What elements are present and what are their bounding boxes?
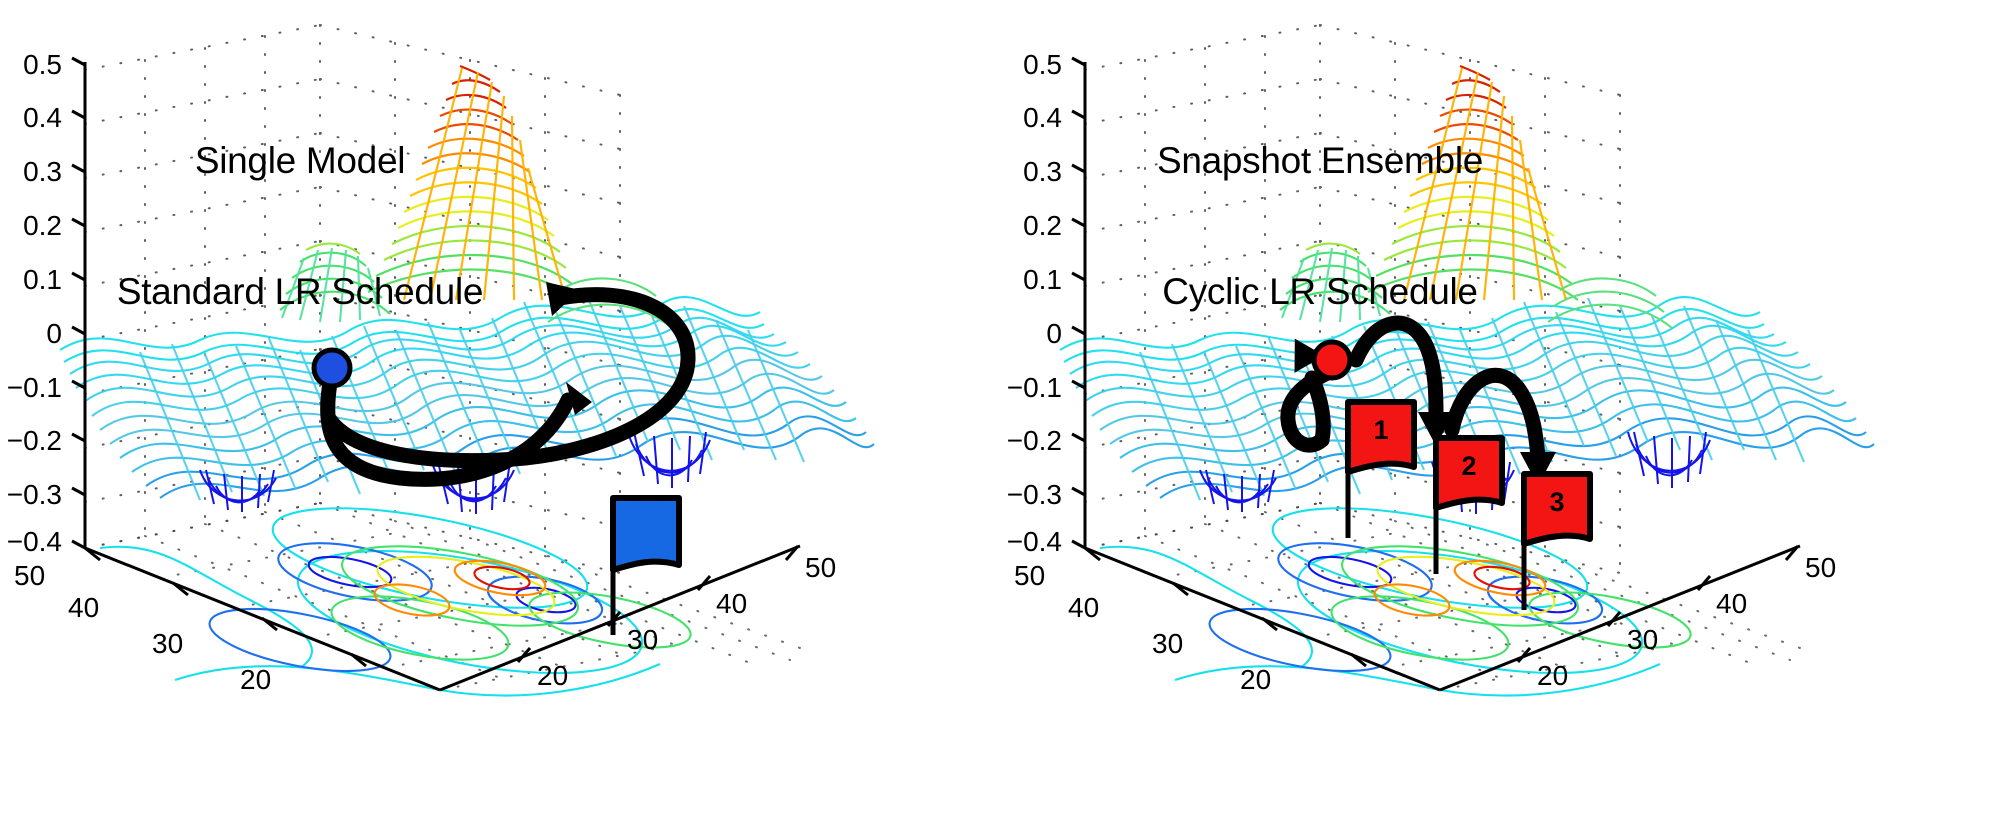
cyclic-arrow-3 [1444,367,1546,464]
grid-plane-floor-r [1084,502,1801,691]
xtick-right-3: 50 [805,552,837,583]
cyclic-arrow-2-head [1418,412,1454,446]
panel-right-title-line1: Snapshot Ensemble [1156,140,1484,182]
ztick-r-1: 0.4 [1023,102,1062,133]
flag-marker-blue [610,495,682,635]
surface-hump-right-r [1547,277,1673,329]
cyclic-arrow-3-head [1520,452,1556,486]
x-axis-right-r [1439,544,1801,692]
cyclic-arrow-2 [1348,315,1444,424]
flag-cloth [610,495,682,573]
start-point-marker-r [1311,339,1353,381]
xtick-left-2: 30 [152,628,184,659]
cyclic-arrow-1-tail [1304,370,1331,448]
ztick-r-6: −0.1 [1006,372,1062,403]
grid-plane-floor [84,502,801,691]
panel-right-title: Snapshot Ensemble Cyclic LR Schedule [1070,52,1570,401]
ztick-r-4: 0.1 [1023,264,1062,295]
left-plot-svg [59,24,875,697]
flag-cloth-3 [1521,471,1593,547]
ztick-r-3: 0.2 [1023,210,1062,241]
flag-cloth-1 [1345,399,1417,475]
ztick-1: 0.4 [23,102,62,133]
flag-marker-2 [1433,435,1505,574]
surface-peak-central [367,64,579,301]
ztick-0: 0.5 [23,49,62,80]
xtick-r-left-1: 40 [1068,592,1100,623]
xtick-r-right-2: 40 [1716,588,1748,619]
start-point-marker [311,347,353,389]
ztick-5: 0 [46,318,62,349]
xtick-left-0: 50 [14,560,46,591]
xtick-r-right-3: 50 [1805,552,1837,583]
flag-marker-3 [1521,471,1593,610]
flag-label-2: 2 [1461,451,1477,481]
x-axis-right [439,544,801,692]
panel-left-title: Single Model Standard LR Schedule [70,52,530,401]
xtick-r-right-0: 20 [1537,660,1569,691]
right-plot-svg [1059,24,1875,697]
ztick-r-7: −0.2 [1006,425,1062,456]
xtick-r-right-1: 30 [1627,624,1659,655]
flag-label-1: 1 [1373,415,1389,445]
panel-snapshot-ensemble: Snapshot Ensemble Cyclic LR Schedule 0.5… [1000,0,2000,840]
cyclic-arrows-group [1280,315,1556,486]
trajectory-arrow-group [320,282,696,487]
ztick-r-5: 0 [1046,318,1062,349]
ztick-7: −0.2 [6,425,62,456]
xtick-r-left-0: 50 [1014,560,1046,591]
axis-lines [71,56,801,692]
ztick-r-9: −0.4 [1006,526,1062,557]
ztick-6: −0.1 [6,372,62,403]
ztick-r-2: 0.3 [1023,156,1062,187]
xtick-r-left-3: 20 [1240,664,1272,695]
floor-contours [99,507,692,697]
surface-peak-secondary-r [1279,242,1391,323]
surface-peak-central-r [1367,64,1579,301]
xtick-r-left-2: 30 [1152,628,1184,659]
xtick-right-0: 20 [537,660,569,691]
cyclic-arrow-1-head [1294,338,1325,373]
panel-single-model: Single Model Standard LR Schedule 0.5 0.… [6,24,875,697]
trajectory-arrow-loop [322,287,696,469]
xtick-right-1: 30 [627,624,659,655]
xtick-left-3: 20 [240,664,272,695]
panel-left-title-line2: Standard LR Schedule [116,271,484,313]
trajectory-arrow-loop-head [546,282,580,316]
ztick-4: 0.1 [23,264,62,295]
ztick-r-0: 0.5 [1023,49,1062,80]
panel-left-title-line1: Single Model [194,140,406,182]
ztick-9: −0.4 [6,526,62,557]
axis-lines-r [1071,56,1801,692]
trajectory-arrow-main-head [566,382,592,415]
floor-contours-r [1099,507,1692,697]
flag-marker-1 [1345,399,1417,538]
ztick-r-8: −0.3 [1006,479,1062,510]
ztick-2: 0.3 [23,156,62,187]
ztick-8: −0.3 [6,479,62,510]
xtick-left-1: 40 [68,592,100,623]
flag-cloth-2 [1433,435,1505,511]
ztick-3: 0.2 [23,210,62,241]
flag-label-3: 3 [1549,487,1565,517]
surface-peak-secondary [279,242,391,323]
panel-right-title-line2: Cyclic LR Schedule [1162,271,1478,313]
xtick-right-2: 40 [716,588,748,619]
